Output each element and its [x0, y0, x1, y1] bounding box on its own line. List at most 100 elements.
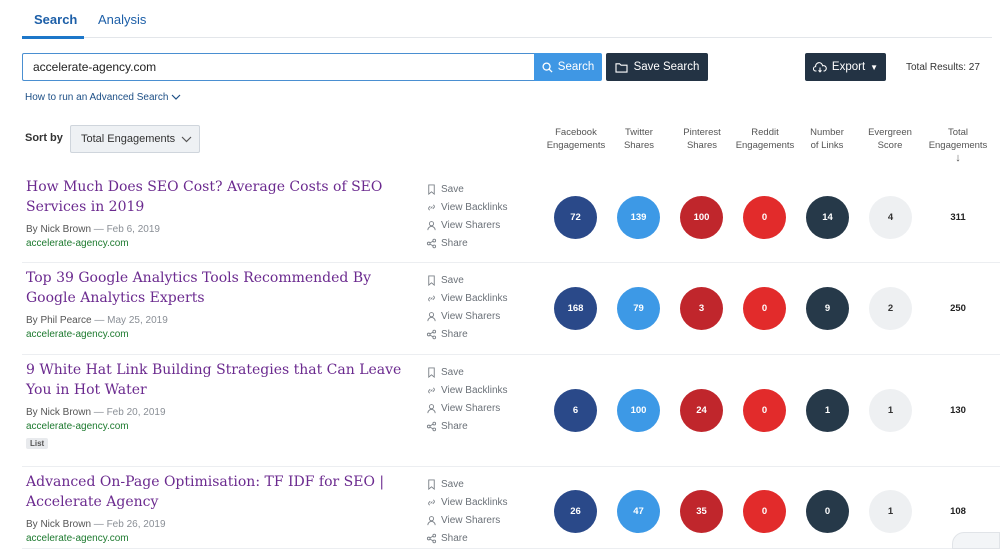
result-domain[interactable]: accelerate-agency.com	[26, 238, 129, 249]
col-evergreen-score[interactable]: Evergreen Score	[857, 126, 923, 152]
col-line: Engagements	[735, 140, 795, 151]
col-line: Engagements	[928, 140, 988, 151]
total-results: Total Results: 27	[906, 62, 980, 73]
view-backlinks-action[interactable]: View Backlinks	[426, 290, 536, 306]
view-sharers-action[interactable]: View Sharers	[426, 512, 536, 528]
result-title[interactable]: Advanced On-Page Optimisation: TF IDF fo…	[26, 474, 385, 510]
result-title[interactable]: How Much Does SEO Cost? Average Costs of…	[26, 179, 383, 215]
view-sharers-action[interactable]: View Sharers	[426, 400, 536, 416]
result-title[interactable]: Top 39 Google Analytics Tools Recommende…	[26, 270, 372, 306]
link-icon	[426, 385, 437, 396]
view-backlinks-action[interactable]: View Backlinks	[426, 382, 536, 398]
sort-selected: Total Engagements	[81, 133, 176, 145]
caret-down-icon: ▼	[870, 62, 879, 72]
action-label: View Sharers	[441, 514, 501, 526]
share-action[interactable]: Share	[426, 418, 536, 434]
evergreen-score-circle: 4	[869, 196, 912, 239]
result-title[interactable]: 9 White Hat Link Building Strategies tha…	[26, 362, 402, 398]
user-icon	[426, 515, 437, 526]
evergreen-score-circle: 2	[869, 287, 912, 330]
result-byline: By Nick Brown — Feb 6, 2019	[26, 224, 160, 235]
user-icon	[426, 220, 437, 231]
advanced-search-link[interactable]: How to run an Advanced Search	[25, 92, 181, 103]
link-icon	[426, 497, 437, 508]
facebook-engagements-circle: 26	[554, 490, 597, 533]
search-button[interactable]: Search	[534, 53, 602, 81]
view-backlinks-action[interactable]: View Backlinks	[426, 494, 536, 510]
result-domain[interactable]: accelerate-agency.com	[26, 533, 129, 544]
link-icon	[426, 293, 437, 304]
number-of-links-circle: 1	[806, 389, 849, 432]
reddit-engagements-circle: 0	[743, 196, 786, 239]
result-byline: By Nick Brown — Feb 26, 2019	[26, 519, 166, 530]
share-action[interactable]: Share	[426, 326, 536, 342]
col-line: Reddit	[751, 127, 779, 138]
twitter-shares-circle: 139	[617, 196, 660, 239]
total-engagements-value: 250	[950, 303, 966, 314]
pinterest-shares-circle: 24	[680, 389, 723, 432]
share-action[interactable]: Share	[426, 530, 536, 546]
tab-analysis[interactable]: Analysis	[98, 12, 147, 27]
col-reddit-engagements[interactable]: Reddit Engagements	[732, 126, 798, 152]
search-input[interactable]	[22, 53, 535, 81]
share-icon	[426, 421, 437, 432]
evergreen-score-circle: 1	[869, 490, 912, 533]
folder-icon	[615, 62, 628, 73]
reddit-engagements-circle: 0	[743, 490, 786, 533]
result-date: — Feb 26, 2019	[93, 519, 166, 530]
search-icon	[542, 61, 553, 73]
save-action[interactable]: Save	[426, 272, 536, 288]
action-label: View Sharers	[441, 310, 501, 322]
facebook-engagements-circle: 168	[554, 287, 597, 330]
result-domain[interactable]: accelerate-agency.com	[26, 421, 129, 432]
result-badge: List	[26, 438, 49, 449]
bookmark-icon	[426, 183, 437, 195]
action-label: View Backlinks	[441, 496, 508, 508]
col-line: Twitter	[625, 127, 653, 138]
result-actions: Save View Backlinks View Sharers Share	[426, 364, 536, 436]
result-row: Top 39 Google Analytics Tools Recommende…	[22, 263, 1000, 355]
chevron-down-icon	[181, 136, 192, 142]
twitter-shares-circle: 47	[617, 490, 660, 533]
number-of-links-circle: 14	[806, 196, 849, 239]
export-label: Export	[831, 61, 866, 73]
action-label: View Backlinks	[441, 292, 508, 304]
result-actions: Save View Backlinks View Sharers Share	[426, 272, 536, 344]
col-pinterest-shares[interactable]: Pinterest Shares	[669, 126, 735, 152]
view-backlinks-action[interactable]: View Backlinks	[426, 199, 536, 215]
link-icon	[426, 202, 437, 213]
view-sharers-action[interactable]: View Sharers	[426, 308, 536, 324]
tab-search[interactable]: Search	[34, 12, 78, 27]
result-actions: Save View Backlinks View Sharers Share	[426, 476, 536, 548]
share-action[interactable]: Share	[426, 235, 536, 251]
col-twitter-shares[interactable]: Twitter Shares	[606, 126, 672, 152]
save-action[interactable]: Save	[426, 364, 536, 380]
number-of-links-circle: 9	[806, 287, 849, 330]
chevron-down-icon	[172, 94, 181, 100]
sort-dropdown[interactable]: Total Engagements	[70, 125, 200, 153]
search-bar: Search	[22, 53, 602, 81]
save-search-button[interactable]: Save Search	[606, 53, 708, 81]
twitter-shares-circle: 79	[617, 287, 660, 330]
result-row: How Much Does SEO Cost? Average Costs of…	[22, 172, 1000, 263]
result-author: By Nick Brown	[26, 519, 92, 530]
col-facebook-engagements[interactable]: Facebook Engagements	[543, 126, 609, 152]
save-action[interactable]: Save	[426, 181, 536, 197]
bookmark-icon	[426, 366, 437, 378]
result-domain[interactable]: accelerate-agency.com	[26, 329, 129, 340]
result-date: — Feb 6, 2019	[93, 224, 160, 235]
pinterest-shares-circle: 35	[680, 490, 723, 533]
save-action[interactable]: Save	[426, 476, 536, 492]
col-total-engagements[interactable]: Total Engagements ↓	[925, 126, 991, 165]
view-sharers-action[interactable]: View Sharers	[426, 217, 536, 233]
col-number-of-links[interactable]: Number of Links	[794, 126, 860, 152]
result-author: By Phil Pearce	[26, 315, 92, 326]
col-line: of Links	[810, 140, 844, 151]
user-icon	[426, 311, 437, 322]
save-search-label: Save Search	[633, 61, 700, 73]
action-label: Share	[441, 237, 468, 249]
action-label: Save	[441, 478, 464, 490]
export-button[interactable]: Export ▼	[805, 53, 886, 81]
result-byline: By Nick Brown — Feb 20, 2019	[26, 407, 166, 418]
chat-widget[interactable]	[952, 532, 1000, 549]
